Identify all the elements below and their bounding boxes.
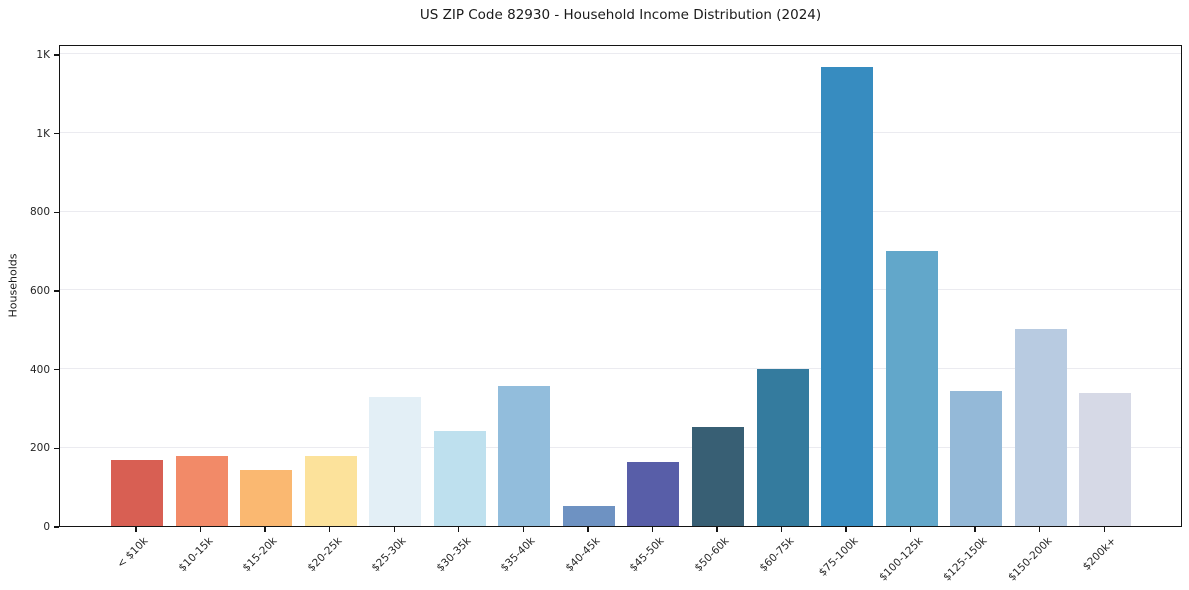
x-tick-mark bbox=[264, 527, 266, 532]
x-tick-mark bbox=[522, 527, 524, 532]
gridline bbox=[60, 446, 1181, 448]
x-tick-mark bbox=[716, 527, 718, 532]
y-tick-label: 400 bbox=[29, 363, 50, 376]
x-tick-mark bbox=[974, 527, 976, 532]
y-tick-label: 800 bbox=[29, 206, 50, 219]
gridline bbox=[60, 368, 1181, 370]
y-tick-mark bbox=[54, 54, 59, 56]
bar-$35-40k bbox=[498, 385, 551, 526]
bar-$40-45k bbox=[562, 506, 615, 526]
y-tick-label: 200 bbox=[29, 442, 50, 455]
bar-$20-25k bbox=[304, 456, 357, 526]
x-tick-mark bbox=[1103, 527, 1105, 532]
plot-area bbox=[59, 45, 1182, 527]
x-tick-mark bbox=[780, 527, 783, 532]
y-tick-mark bbox=[54, 368, 59, 371]
bar-$15-20k bbox=[240, 470, 293, 526]
bar-$100-125k bbox=[885, 250, 938, 526]
x-tick-mark bbox=[587, 527, 589, 532]
gridline bbox=[60, 132, 1181, 134]
x-tick-mark bbox=[845, 527, 847, 532]
gridline bbox=[60, 289, 1181, 291]
y-tick-mark bbox=[54, 447, 59, 449]
bar-$45-50k bbox=[627, 462, 680, 526]
bar-$25-30k bbox=[369, 396, 422, 526]
y-tick-mark bbox=[54, 211, 59, 213]
x-tick-mark bbox=[458, 527, 460, 532]
x-tick-mark bbox=[1039, 527, 1041, 532]
bar-< $10k bbox=[111, 460, 163, 526]
y-tick-label: 1K bbox=[36, 127, 50, 140]
bar-$30-35k bbox=[433, 430, 486, 526]
bar-$75-100k bbox=[821, 66, 874, 526]
bar-$150-200k bbox=[1014, 329, 1067, 526]
y-tick-label: 1K bbox=[36, 48, 50, 61]
y-tick-label: 600 bbox=[29, 284, 50, 297]
gridline bbox=[60, 210, 1181, 212]
y-tick-mark bbox=[54, 132, 59, 135]
y-tick-mark bbox=[54, 526, 59, 528]
x-tick-mark bbox=[328, 527, 331, 532]
x-tick-mark bbox=[199, 527, 202, 532]
x-tick-mark bbox=[651, 527, 654, 532]
y-tick-mark bbox=[54, 290, 59, 292]
x-tick-mark bbox=[393, 527, 395, 532]
bar-$60-75k bbox=[756, 368, 809, 526]
x-tick-mark bbox=[135, 527, 137, 532]
x-tick-label: < $10k bbox=[114, 535, 151, 571]
y-tick-label: 0 bbox=[43, 521, 50, 533]
gridline bbox=[60, 53, 1181, 55]
bar-$10-15k bbox=[175, 456, 228, 526]
bar-$125-150k bbox=[950, 391, 1003, 526]
bar-$50-60k bbox=[691, 426, 744, 526]
bar-$200k+ bbox=[1079, 393, 1132, 526]
chart-title: US ZIP Code 82930 - Household Income Dis… bbox=[419, 7, 822, 23]
x-tick-mark bbox=[909, 527, 912, 532]
